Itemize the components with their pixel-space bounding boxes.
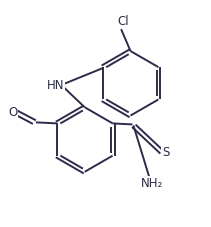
Text: HN: HN xyxy=(47,79,64,92)
Text: NH₂: NH₂ xyxy=(141,177,164,190)
Text: S: S xyxy=(162,146,170,158)
Text: O: O xyxy=(8,106,18,119)
Text: Cl: Cl xyxy=(117,15,129,28)
